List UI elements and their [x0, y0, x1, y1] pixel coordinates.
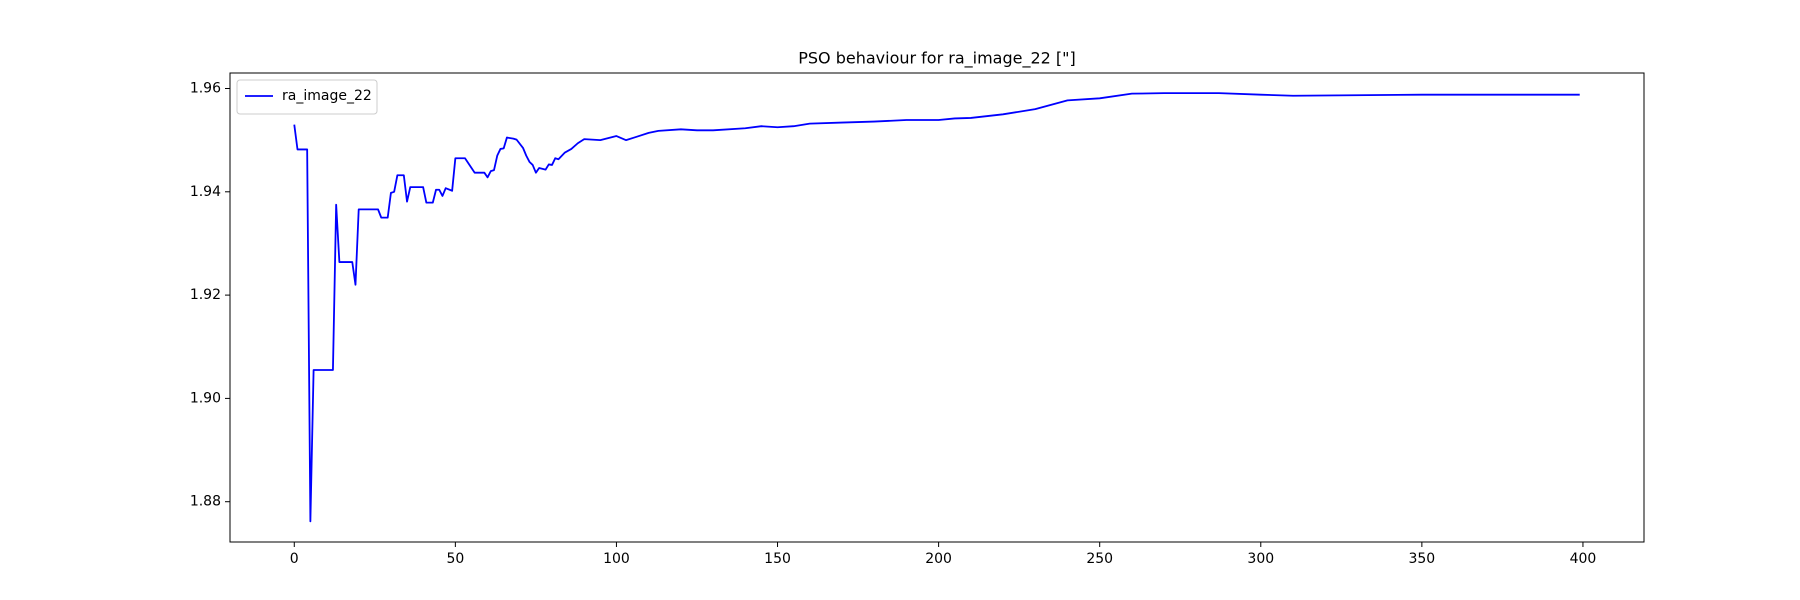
plot-frame — [229, 72, 1645, 543]
x-tick-label: 400 — [1570, 551, 1597, 567]
x-tick-label: 0 — [290, 551, 299, 567]
legend-label: ra_image_22 — [282, 88, 372, 104]
x-tick-label: 50 — [446, 551, 464, 567]
x-tick-label: 250 — [1086, 551, 1113, 567]
chart-title: PSO behaviour for ra_image_22 ["] — [798, 49, 1076, 69]
x-tick-label: 300 — [1247, 551, 1274, 567]
y-tick-label: 1.92 — [190, 287, 221, 303]
y-tick-label: 1.88 — [190, 494, 221, 510]
legend-box — [236, 79, 378, 115]
x-tick-label: 150 — [764, 551, 791, 567]
y-tick-label: 1.94 — [190, 184, 221, 200]
x-tick-label: 200 — [925, 551, 952, 567]
x-tick-label: 100 — [603, 551, 630, 567]
y-tick-label: 1.90 — [190, 390, 221, 406]
line-series — [293, 92, 1580, 523]
y-tick-label: 1.96 — [190, 80, 221, 96]
x-tick-label: 350 — [1408, 551, 1435, 567]
